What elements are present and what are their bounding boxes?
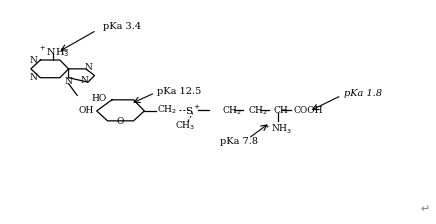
Text: N: N: [65, 77, 72, 86]
Text: pKa 1.8: pKa 1.8: [344, 89, 382, 98]
Text: O: O: [117, 117, 124, 127]
Text: pKa 7.8: pKa 7.8: [220, 137, 258, 146]
Text: OH: OH: [78, 106, 94, 115]
Text: N: N: [85, 63, 93, 72]
Text: CH$_2$: CH$_2$: [249, 104, 269, 117]
Text: pKa 12.5: pKa 12.5: [157, 87, 201, 96]
Text: pKa 3.4: pKa 3.4: [103, 22, 141, 31]
Text: N: N: [29, 73, 37, 82]
Text: ↵: ↵: [421, 204, 430, 214]
Text: CH$_3$: CH$_3$: [175, 119, 196, 131]
Text: HO: HO: [91, 94, 106, 103]
Text: N: N: [80, 76, 88, 85]
Text: CH$_2$: CH$_2$: [157, 104, 177, 116]
Text: CH$_2$: CH$_2$: [222, 104, 242, 117]
Text: $^+$NH$_3$: $^+$NH$_3$: [263, 123, 293, 136]
Text: CH: CH: [273, 106, 288, 115]
Text: $^+$NH$_3$: $^+$NH$_3$: [37, 44, 69, 59]
Text: N: N: [29, 56, 37, 65]
Text: COOH: COOH: [294, 106, 324, 115]
Text: S$^+$: S$^+$: [185, 104, 201, 117]
